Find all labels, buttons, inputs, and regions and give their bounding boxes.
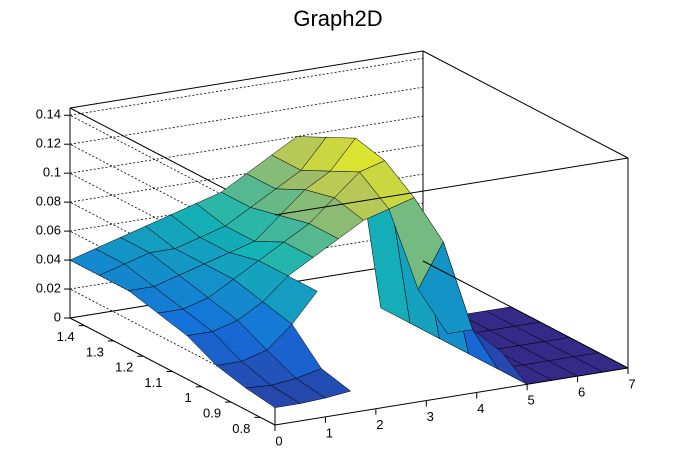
y-tick-label: 1.1 <box>144 375 162 390</box>
surface-cell <box>472 329 528 385</box>
frame-edge <box>274 157 629 216</box>
y-tick-label: 1.3 <box>86 344 104 359</box>
grid-line <box>69 57 424 116</box>
z-tick-label: 0.12 <box>36 136 61 151</box>
x-tick-label: 7 <box>628 376 635 391</box>
chart-title: Graph2D <box>293 6 382 31</box>
grid-line <box>69 115 424 174</box>
x-tick-label: 1 <box>326 425 333 440</box>
z-tick-label: 0.04 <box>36 252 61 267</box>
x-tick-label: 5 <box>528 393 535 408</box>
x-tick-label: 6 <box>578 385 585 400</box>
z-tick-label: 0.14 <box>36 107 61 122</box>
z-tick-label: 0.1 <box>43 165 61 180</box>
z-tick-label: 0.08 <box>36 194 61 209</box>
x-tick-label: 3 <box>427 409 434 424</box>
z-tick-label: 0 <box>54 309 61 324</box>
grid-line <box>69 288 276 397</box>
surface-cell <box>245 385 301 408</box>
grid-line <box>69 143 276 252</box>
x-tick-label: 0 <box>275 433 282 448</box>
frame-edge <box>274 367 629 426</box>
frame-edge <box>69 50 424 109</box>
grid-line <box>69 114 276 223</box>
grid-line <box>69 231 424 290</box>
x-tick-label: 4 <box>477 401 484 416</box>
y-tick-label: 0.9 <box>203 406 221 421</box>
frame-edge <box>422 260 629 369</box>
y-tick-label: 1.2 <box>115 360 133 375</box>
surface-cell <box>417 241 473 334</box>
y-tick-label: 1 <box>185 390 192 405</box>
grid-line <box>69 86 424 145</box>
z-tick-label: 0.02 <box>36 280 61 295</box>
y-tick-label: 0.8 <box>232 421 250 436</box>
grid-line <box>69 172 276 281</box>
x-tick-label: 2 <box>376 417 383 432</box>
grid-line <box>69 201 276 310</box>
y-tick-label: 1.4 <box>57 329 75 344</box>
frame-edge <box>422 50 629 159</box>
z-tick-label: 0.06 <box>36 223 61 238</box>
